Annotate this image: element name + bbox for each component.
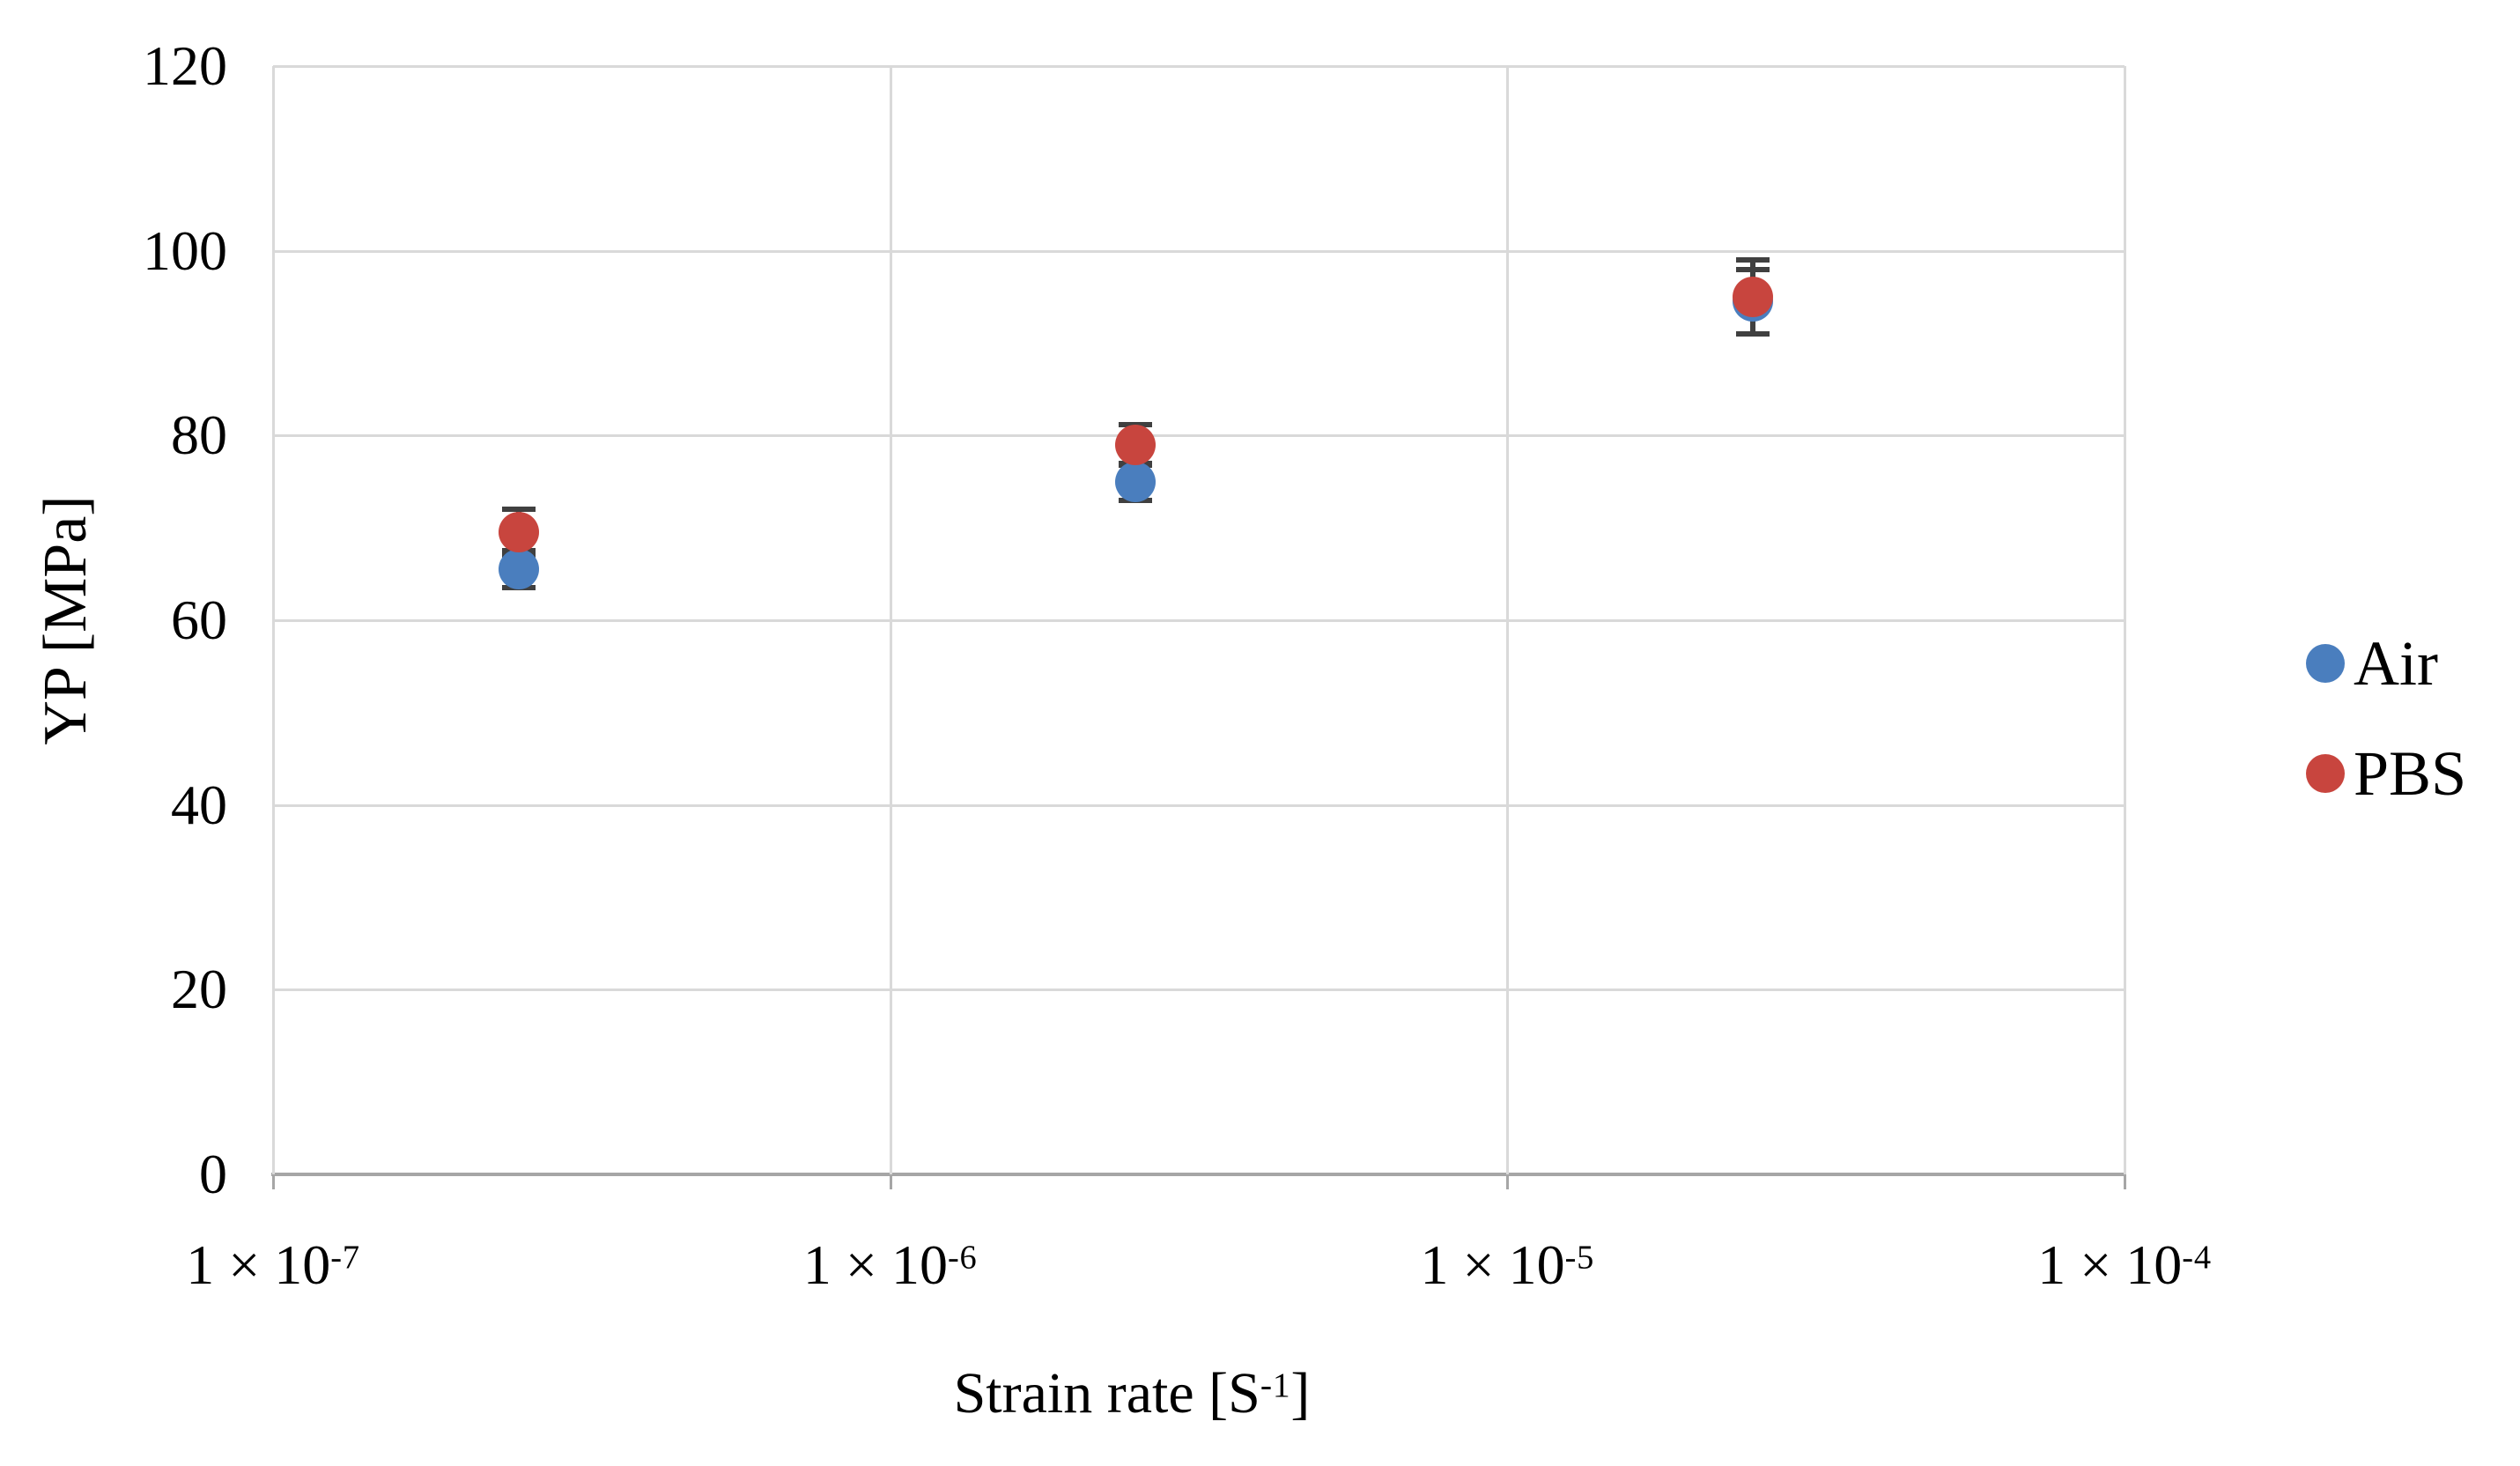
gridline	[889, 66, 892, 1174]
data-point-air	[498, 549, 539, 590]
y-tick-label: 100	[143, 218, 227, 282]
gridline	[273, 988, 2125, 992]
gridline	[273, 65, 2125, 68]
y-tick-label: 80	[171, 404, 227, 467]
data-point-air	[1115, 461, 1157, 502]
x-axis-tick	[2124, 1174, 2126, 1189]
error-bar-cap	[1736, 257, 1770, 263]
legend-marker-icon	[2306, 753, 2345, 793]
x-tick-mantissa: 1 × 10	[186, 1233, 331, 1296]
x-axis-tick	[272, 1174, 275, 1189]
x-axis-line	[271, 1173, 2126, 1176]
x-axis-tick	[889, 1174, 892, 1189]
x-axis-title-superscript: -1	[1260, 1366, 1291, 1405]
x-tick-mantissa: 1 × 10	[2037, 1233, 2183, 1296]
y-tick-label: 60	[171, 589, 227, 651]
legend-marker-icon	[2306, 643, 2345, 683]
x-axis-tick	[1506, 1174, 1510, 1189]
y-tick-label: 40	[171, 773, 227, 836]
data-point-pbs	[1733, 277, 1774, 318]
gridline	[272, 66, 275, 1174]
legend-item-air: Air	[2306, 608, 2466, 718]
gridline	[273, 434, 2125, 438]
y-tick-label: 0	[199, 1143, 227, 1205]
x-tick-exponent: -4	[2182, 1239, 2212, 1277]
error-bar-cap	[1736, 331, 1770, 337]
gridline	[273, 249, 2125, 253]
x-tick-label: 1 × 10-5	[1322, 1232, 1692, 1299]
x-axis-title-text: Strain rate [S	[953, 1361, 1260, 1425]
x-axis-title-bracket: ]	[1290, 1361, 1311, 1425]
x-tick-label: 1 × 10-6	[706, 1232, 1075, 1299]
gridline	[273, 619, 2125, 622]
x-tick-exponent: -6	[947, 1239, 978, 1277]
x-tick-exponent: -5	[1564, 1239, 1595, 1277]
error-bar-cap	[1119, 421, 1153, 427]
data-point-pbs	[498, 512, 539, 553]
legend-label: Air	[2354, 627, 2438, 699]
legend-label: PBS	[2354, 737, 2467, 809]
x-tick-exponent: -7	[330, 1239, 360, 1277]
legend-item-pbs: PBS	[2306, 718, 2466, 828]
legend: Air PBS	[2306, 608, 2466, 828]
data-point-pbs	[1115, 424, 1157, 465]
x-tick-mantissa: 1 × 10	[802, 1233, 948, 1296]
x-tick-mantissa: 1 × 10	[1420, 1233, 1565, 1296]
gridline	[273, 803, 2125, 807]
x-tick-label: 1 × 10-7	[88, 1232, 458, 1299]
x-tick-label: 1 × 10-4	[1940, 1232, 2309, 1299]
gridline	[2124, 66, 2126, 1174]
y-tick-label: 120	[143, 34, 227, 97]
error-bar-cap	[501, 507, 536, 513]
y-tick-label: 20	[171, 958, 227, 1021]
x-axis-title: Strain rate [S-1]	[691, 1359, 1572, 1429]
gridline	[1506, 66, 1510, 1174]
